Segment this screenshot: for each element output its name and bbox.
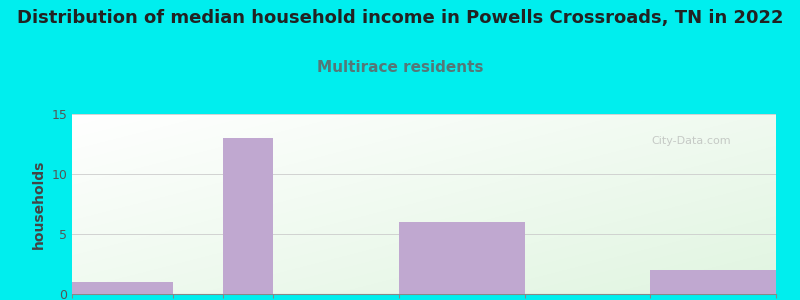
Text: City-Data.com: City-Data.com bbox=[652, 136, 731, 146]
Bar bbox=[650, 270, 776, 294]
Bar bbox=[399, 222, 525, 294]
Text: Multirace residents: Multirace residents bbox=[317, 60, 483, 75]
Bar bbox=[72, 282, 173, 294]
Bar bbox=[223, 138, 273, 294]
Text: Distribution of median household income in Powells Crossroads, TN in 2022: Distribution of median household income … bbox=[17, 9, 783, 27]
Y-axis label: households: households bbox=[32, 159, 46, 249]
